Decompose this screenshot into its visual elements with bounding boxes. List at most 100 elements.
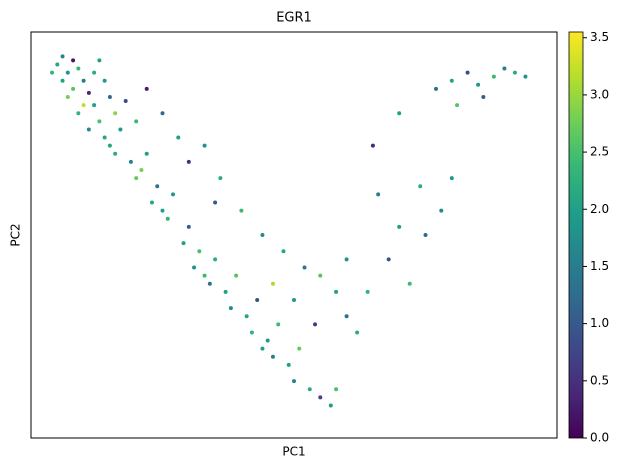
point bbox=[297, 346, 302, 351]
point bbox=[292, 379, 296, 384]
point bbox=[81, 103, 86, 108]
point bbox=[239, 208, 244, 213]
colorbar-tick-label: 3.0 bbox=[590, 87, 609, 101]
point bbox=[344, 314, 349, 319]
point bbox=[286, 362, 291, 367]
point bbox=[476, 82, 481, 87]
point bbox=[281, 249, 286, 254]
point bbox=[55, 62, 60, 67]
point bbox=[71, 86, 76, 91]
point bbox=[234, 273, 239, 278]
point bbox=[455, 103, 460, 108]
point bbox=[370, 143, 375, 148]
point bbox=[260, 233, 265, 237]
point bbox=[65, 70, 70, 75]
point bbox=[481, 94, 486, 99]
point bbox=[249, 330, 254, 335]
point bbox=[397, 224, 402, 229]
point bbox=[186, 159, 191, 164]
point bbox=[213, 257, 218, 262]
point bbox=[97, 58, 102, 63]
point bbox=[86, 127, 91, 132]
point bbox=[134, 176, 139, 181]
point bbox=[313, 322, 318, 327]
colorbar-tick-label: 3.5 bbox=[590, 30, 609, 44]
point bbox=[355, 330, 360, 335]
point bbox=[50, 70, 55, 75]
point bbox=[512, 70, 517, 75]
chart-title: EGR1 bbox=[276, 11, 312, 26]
point bbox=[102, 135, 107, 140]
point bbox=[60, 54, 65, 59]
point bbox=[86, 90, 91, 95]
x-axis-label: PC1 bbox=[282, 445, 305, 459]
point bbox=[134, 119, 139, 124]
point bbox=[192, 265, 197, 270]
point bbox=[207, 281, 212, 286]
point bbox=[318, 273, 323, 278]
point bbox=[181, 241, 186, 246]
point bbox=[171, 192, 176, 197]
point bbox=[113, 111, 118, 116]
point bbox=[92, 70, 97, 75]
point bbox=[118, 127, 123, 132]
point bbox=[344, 257, 349, 262]
point bbox=[523, 74, 528, 79]
point bbox=[155, 184, 160, 189]
point bbox=[397, 111, 402, 116]
colorbar-tick-label: 1.5 bbox=[590, 259, 609, 273]
point bbox=[102, 78, 107, 83]
point bbox=[449, 78, 454, 83]
point bbox=[334, 387, 339, 392]
point bbox=[202, 143, 207, 148]
point bbox=[76, 111, 81, 116]
point bbox=[423, 233, 428, 237]
point bbox=[270, 281, 275, 286]
point bbox=[97, 119, 102, 124]
point bbox=[365, 289, 370, 294]
colorbar-tick-label: 1.0 bbox=[590, 316, 609, 330]
point bbox=[265, 338, 270, 343]
plot-frame bbox=[30, 31, 558, 439]
point bbox=[202, 273, 207, 278]
point bbox=[276, 322, 281, 327]
point bbox=[418, 184, 423, 189]
point bbox=[223, 289, 228, 294]
point bbox=[176, 135, 181, 140]
point bbox=[244, 314, 249, 319]
colorbar-tick-label: 2.5 bbox=[590, 145, 609, 159]
point bbox=[307, 387, 312, 392]
point bbox=[318, 395, 323, 400]
colorbar bbox=[568, 31, 584, 439]
point bbox=[76, 66, 81, 71]
point bbox=[302, 265, 307, 270]
point bbox=[260, 346, 265, 351]
point bbox=[128, 159, 133, 164]
point bbox=[465, 70, 470, 75]
point bbox=[71, 58, 76, 63]
point bbox=[439, 208, 444, 213]
point bbox=[213, 200, 218, 205]
colorbar-tick-label: 0.5 bbox=[590, 373, 609, 387]
point bbox=[491, 74, 496, 79]
point bbox=[502, 66, 507, 71]
point bbox=[107, 94, 112, 99]
point bbox=[123, 99, 128, 104]
point bbox=[228, 306, 233, 311]
point bbox=[144, 86, 149, 91]
point bbox=[334, 289, 339, 294]
y-axis-label: PC2 bbox=[9, 223, 23, 246]
point bbox=[386, 257, 391, 262]
point bbox=[65, 94, 70, 99]
point bbox=[139, 168, 144, 173]
point bbox=[218, 176, 223, 181]
point bbox=[434, 86, 439, 91]
point bbox=[149, 200, 154, 205]
point bbox=[160, 208, 165, 213]
point bbox=[144, 151, 149, 156]
point bbox=[376, 192, 381, 197]
point bbox=[328, 403, 333, 408]
colorbar-tick-label: 2.0 bbox=[590, 202, 609, 216]
point bbox=[60, 78, 65, 83]
